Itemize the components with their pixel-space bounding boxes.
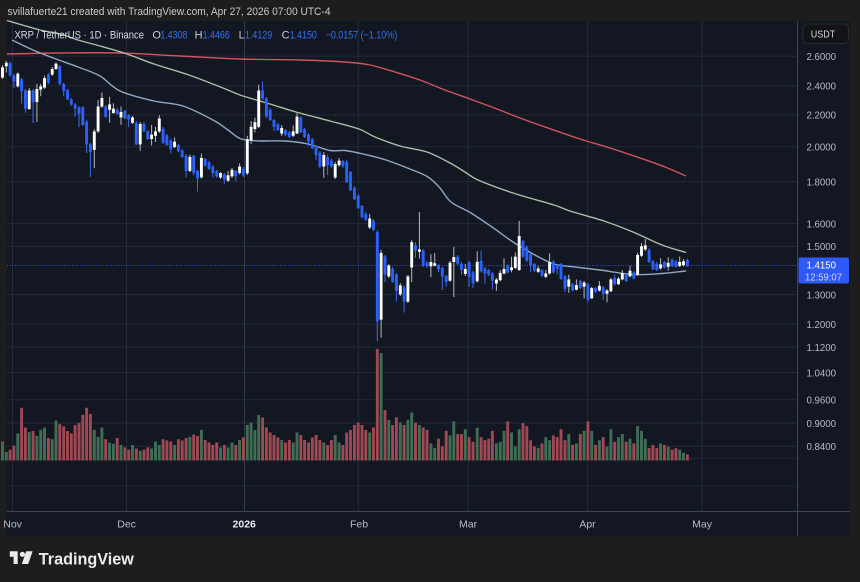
svg-text:1.3000: 1.3000 xyxy=(807,289,837,301)
svg-text:svillafuerte21 created with Tr: svillafuerte21 created with TradingView.… xyxy=(8,6,331,18)
svg-text:Dec: Dec xyxy=(117,518,136,530)
svg-text:XRP / TetherUS · 1D · Binance: XRP / TetherUS · 1D · Binance xyxy=(15,29,145,41)
svg-text:2.2000: 2.2000 xyxy=(807,110,837,122)
svg-text:1.4129: 1.4129 xyxy=(245,29,272,41)
svg-text:1.2000: 1.2000 xyxy=(807,319,837,331)
svg-text:2026: 2026 xyxy=(233,518,257,530)
svg-text:12:59:07: 12:59:07 xyxy=(805,272,842,283)
svg-text:H: H xyxy=(195,29,203,41)
svg-text:1.4308: 1.4308 xyxy=(160,29,187,41)
svg-text:TradingView: TradingView xyxy=(39,549,135,568)
svg-text:1.0400: 1.0400 xyxy=(807,367,837,379)
svg-text:Apr: Apr xyxy=(579,518,596,530)
svg-text:Feb: Feb xyxy=(350,518,368,530)
svg-text:2.6000: 2.6000 xyxy=(807,51,837,63)
svg-text:Nov: Nov xyxy=(3,518,22,530)
svg-text:2.4000: 2.4000 xyxy=(807,81,837,93)
svg-text:1.1200: 1.1200 xyxy=(807,342,837,354)
svg-text:O: O xyxy=(152,29,161,41)
svg-text:1.8000: 1.8000 xyxy=(807,176,837,188)
svg-text:1.4466: 1.4466 xyxy=(203,29,230,41)
svg-text:1.4150: 1.4150 xyxy=(807,259,837,271)
svg-text:−0.0157 (−1.10%): −0.0157 (−1.10%) xyxy=(326,29,398,41)
svg-text:L: L xyxy=(239,29,245,41)
svg-text:C: C xyxy=(282,29,290,41)
svg-text:1.6000: 1.6000 xyxy=(807,218,837,230)
svg-text:0.9000: 0.9000 xyxy=(807,418,837,430)
svg-text:Mar: Mar xyxy=(459,518,478,530)
svg-text:May: May xyxy=(692,518,713,530)
svg-text:2.0000: 2.0000 xyxy=(807,142,837,154)
svg-text:1.5000: 1.5000 xyxy=(807,241,837,253)
svg-text:0.8400: 0.8400 xyxy=(807,441,837,453)
svg-text:1.4150: 1.4150 xyxy=(290,29,317,41)
svg-text:USDT: USDT xyxy=(811,28,836,40)
svg-text:0.9600: 0.9600 xyxy=(807,395,837,407)
